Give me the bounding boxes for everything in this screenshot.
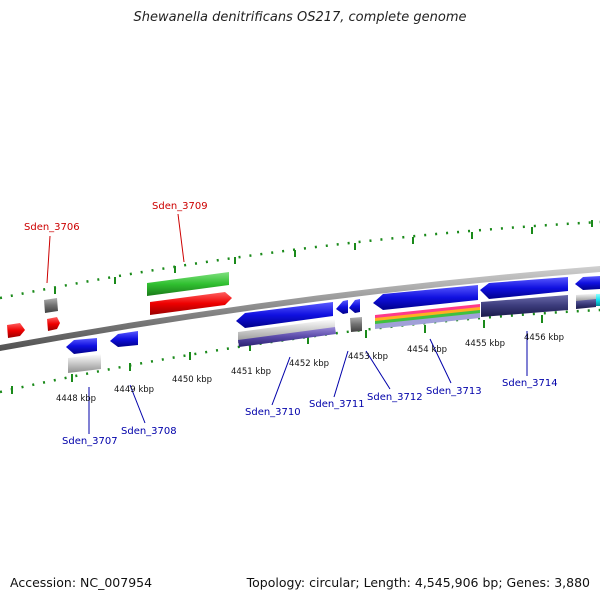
gene-sden-3712[interactable] (350, 317, 362, 332)
upper-major-ticks (54, 220, 593, 294)
kbp-label-4452: 4452 kbp (289, 359, 329, 369)
gene-label-sden-3712[interactable]: Sden_3712 (367, 392, 423, 403)
gene-sden-3713-band4[interactable] (375, 313, 480, 329)
gene-sden-3707[interactable] (66, 338, 97, 354)
kbp-label-4450: 4450 kbp (172, 375, 212, 385)
gene-label-sden-3714[interactable]: Sden_3714 (502, 378, 558, 389)
forward-genes (7, 272, 232, 338)
reverse-label-lines (88, 331, 528, 434)
genome-summary-text: Topology: circular; Length: 4,545,906 bp… (246, 575, 590, 590)
gene-sden-3709-green[interactable] (147, 272, 229, 296)
gene-label-sden-3713[interactable]: Sden_3713 (426, 386, 482, 397)
gene-sden-3711-a[interactable] (336, 300, 348, 314)
kbp-label-4453: 4453 kbp (348, 352, 388, 362)
gene-sden-3711[interactable] (349, 299, 360, 313)
gene-label-sden-3708[interactable]: Sden_3708 (121, 426, 177, 437)
gene-label-sden-3706[interactable]: Sden_3706 (24, 222, 80, 233)
gene-sden-3714[interactable] (480, 277, 568, 299)
gene-sden-3713[interactable] (373, 285, 478, 310)
gene-label-sden-3709[interactable]: Sden_3709 (152, 201, 208, 212)
kbp-label-4449: 4449 kbp (114, 385, 154, 395)
gene-sden-3710-c[interactable] (238, 327, 336, 347)
accession-text: Accession: NC_007954 (10, 575, 153, 590)
gene-red-left[interactable] (7, 323, 25, 338)
kbp-label-4448: 4448 kbp (56, 394, 96, 404)
gene-label-sden-3711[interactable]: Sden_3711 (309, 399, 365, 410)
gene-label-sden-3710[interactable]: Sden_3710 (245, 407, 301, 418)
reverse-genes (66, 276, 600, 373)
gene-sden-3708[interactable] (110, 331, 138, 347)
gene-right-navy[interactable] (576, 299, 596, 309)
kbp-label-4455: 4455 kbp (465, 339, 505, 349)
map-title: Shewanella denitrificans OS217, complete… (133, 10, 467, 25)
gene-right-blue[interactable] (575, 276, 600, 290)
genome-backbone (0, 266, 600, 351)
lower-major-ticks (11, 315, 543, 394)
gene-sden-3706-a[interactable] (44, 298, 58, 313)
gene-sden-3709[interactable] (150, 292, 232, 315)
forward-label-lines (46, 213, 185, 284)
kbp-label-4451: 4451 kbp (231, 367, 271, 377)
kbp-label-4454: 4454 kbp (407, 345, 447, 355)
gene-sden-3707-b[interactable] (68, 354, 101, 373)
kbp-label-4456: 4456 kbp (524, 333, 564, 343)
gene-sden-3706[interactable] (47, 317, 60, 331)
gene-sden-3710[interactable] (236, 302, 333, 328)
gene-sden-3714-b[interactable] (481, 295, 568, 317)
gene-right-cyan[interactable] (596, 294, 600, 306)
gene-label-sden-3707[interactable]: Sden_3707 (62, 436, 118, 447)
